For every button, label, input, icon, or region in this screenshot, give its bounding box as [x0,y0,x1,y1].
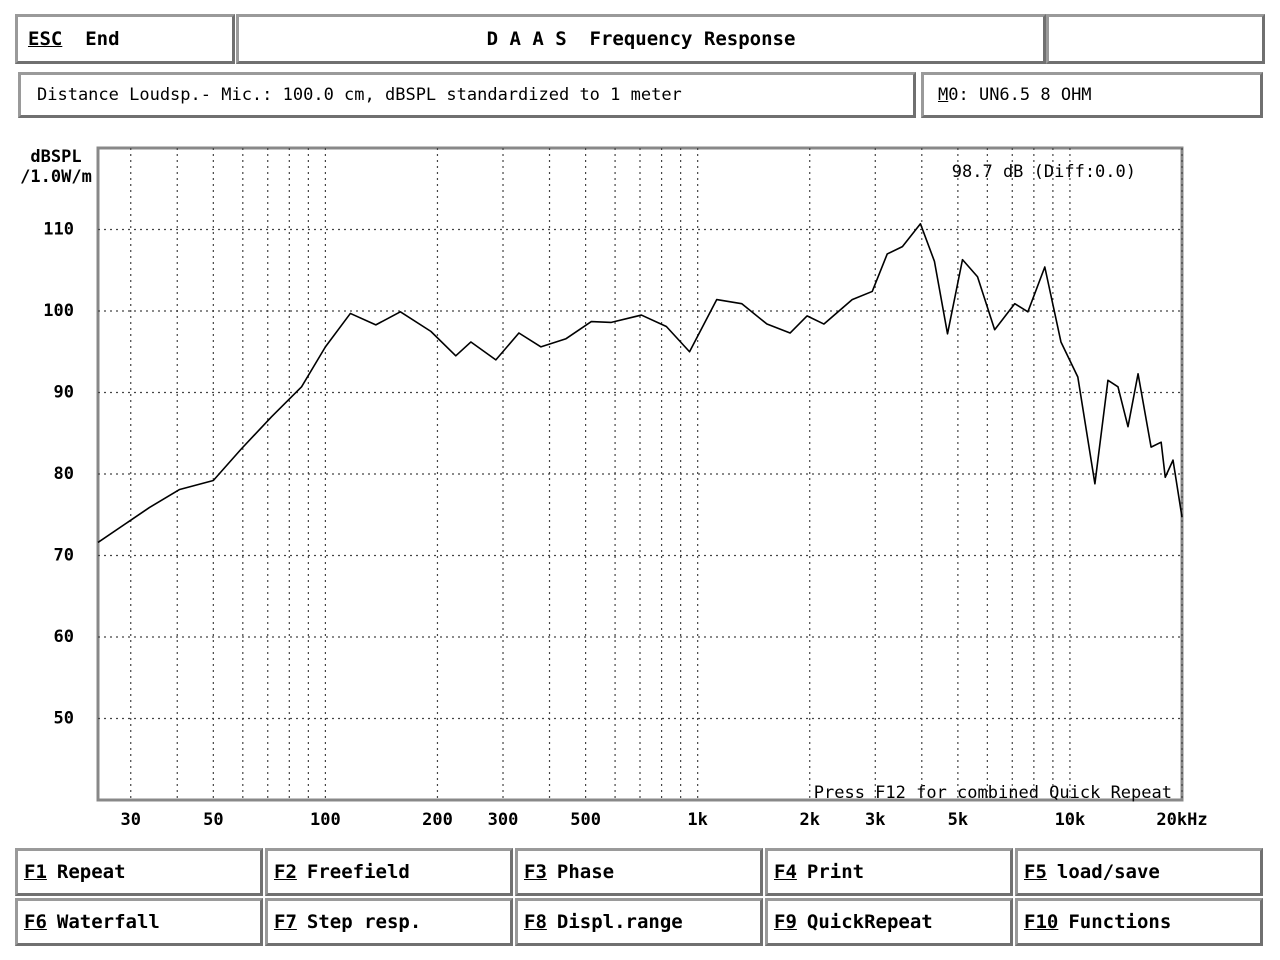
function-key[interactable]: F10 Functions [1015,898,1263,946]
key-label: Step resp. [306,911,422,933]
key-label: Phase [556,861,615,883]
x-tick-label: 30 [121,810,141,830]
note: Press F12 for combined Quick Repeat [814,783,1172,803]
response-curve [97,222,1183,544]
function-key[interactable]: F3 Phase [515,848,763,896]
function-key[interactable]: F9 QuickRepeat [765,898,1013,946]
x-tick-label: 10k [1055,810,1086,830]
key-label: Freefield [306,861,410,883]
key-label: Waterfall [56,911,160,933]
key-label: Print [806,861,865,883]
esc-label: End [85,28,120,50]
key-name: F4 [774,861,797,883]
y-tick-label: 90 [54,383,74,403]
x-tick-label: 2k [799,810,819,830]
x-tick-label: 3k [865,810,885,830]
function-key[interactable]: F1 Repeat [15,848,263,896]
x-tick-label: 50 [203,810,223,830]
key-name: F7 [274,911,297,933]
function-key[interactable]: F7 Step resp. [265,898,513,946]
x-tick-label: 1k [687,810,707,830]
y-tick-label: 50 [54,709,74,729]
y-axis-unit: /1.0W/m [20,167,92,187]
x-tick-label: 300 [488,810,519,830]
esc-box[interactable]: ESC End [15,14,235,64]
function-key[interactable]: F8 Displ.range [515,898,763,946]
readout: 98.7 dB (Diff:0.0) [952,162,1136,182]
y-tick-label: 80 [54,464,74,484]
empty-box [1046,14,1265,64]
y-tick-label: 100 [43,301,74,321]
key-name: F6 [24,911,47,933]
title-box: D A A S Frequency Response [236,14,1046,64]
y-axis-label: dBSPL [30,147,81,167]
function-key[interactable]: F6 Waterfall [15,898,263,946]
key-name: F10 [1024,911,1059,933]
model-info: M0: UN6.5 8 OHM [938,85,1092,105]
key-label: QuickRepeat [806,911,933,933]
y-tick-label: 110 [43,220,74,240]
esc-key: ESC [28,28,63,50]
key-name: F1 [24,861,47,883]
x-tick-label: 5k [948,810,968,830]
key-label: load/save [1056,861,1160,883]
key-name: F3 [524,861,547,883]
title: D A A S Frequency Response [486,28,796,50]
x-tick-label: 200 [422,810,453,830]
key-label: Displ.range [556,911,683,933]
measurement-info: Distance Loudsp.- Mic.: 100.0 cm, dBSPL … [37,85,682,105]
x-tick-label: 100 [310,810,341,830]
key-name: F5 [1024,861,1047,883]
info-box: Distance Loudsp.- Mic.: 100.0 cm, dBSPL … [18,72,916,118]
model-box: M0: UN6.5 8 OHM [921,72,1263,118]
function-key[interactable]: F4 Print [765,848,1013,896]
x-tick-label: 500 [570,810,601,830]
key-label: Repeat [56,861,126,883]
key-label: Functions [1068,911,1172,933]
y-tick-label: 70 [54,546,74,566]
key-name: F9 [774,911,797,933]
key-name: F8 [524,911,547,933]
key-name: F2 [274,861,297,883]
y-tick-label: 60 [54,627,74,647]
function-key[interactable]: F2 Freefield [265,848,513,896]
function-key[interactable]: F5 load/save [1015,848,1263,896]
x-tick-label: 20kHz [1156,810,1207,830]
